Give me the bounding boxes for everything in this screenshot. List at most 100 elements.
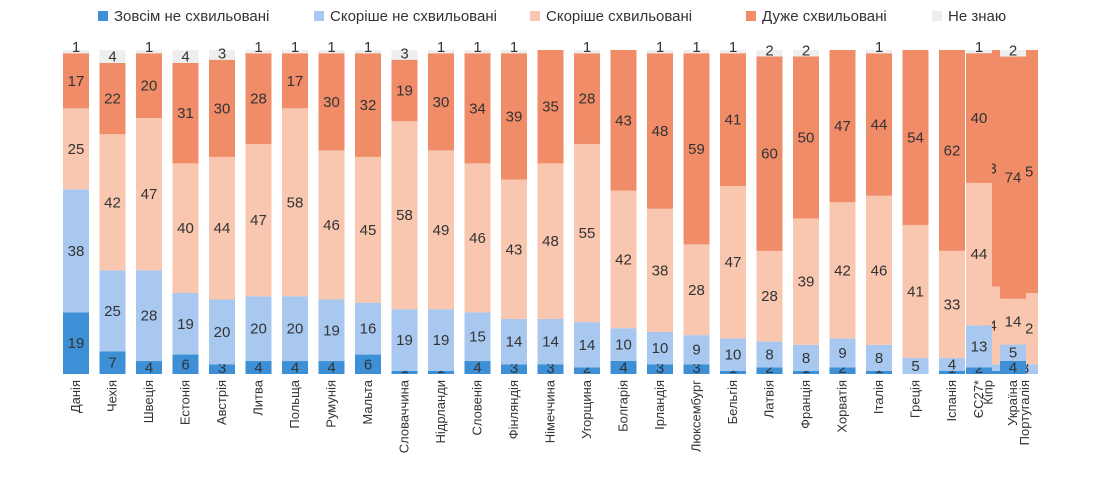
bar-segment — [464, 361, 491, 374]
bar-stack: 19 38 25 17 1 — [63, 39, 89, 374]
bar-segment — [647, 208, 673, 332]
bar-segment — [428, 150, 454, 310]
bar-segment — [683, 53, 710, 245]
data-label: 44 — [971, 246, 988, 263]
data-label: 3 — [218, 46, 226, 63]
bar-segment — [829, 338, 856, 368]
data-label: 4 — [619, 359, 627, 376]
bar-segment — [610, 328, 637, 361]
category-label: Болгарія — [616, 380, 631, 432]
bar-segment — [428, 309, 454, 371]
data-label: 17 — [68, 73, 85, 90]
data-label: 55 — [579, 225, 596, 242]
bar-segment — [793, 56, 819, 219]
category-label: Україна — [1005, 379, 1020, 426]
category-label: Данія — [68, 380, 83, 413]
category-label: Чехія — [105, 380, 120, 412]
data-label: 46 — [323, 217, 340, 234]
bar-stack: 4 20 47 28 1 — [245, 39, 272, 377]
data-label: 42 — [104, 194, 121, 211]
data-label: 34 — [469, 100, 486, 117]
legend-swatch — [98, 11, 108, 21]
data-label: 30 — [433, 94, 450, 111]
bar-stack: 39 28 59 1 — [683, 39, 710, 377]
data-label: 10 — [725, 347, 742, 364]
legend-item: Дуже схвильовані — [746, 8, 887, 25]
data-label: 54 — [907, 129, 924, 146]
bar-segment — [720, 370, 746, 374]
bar-segment — [209, 156, 235, 300]
bar-segment — [574, 322, 600, 368]
data-label: 19 — [177, 316, 194, 333]
data-label: 20 — [287, 321, 304, 338]
bar-segment — [966, 50, 992, 54]
category-label: Польща — [287, 379, 302, 428]
data-label: 58 — [396, 207, 413, 224]
bar-stack: 11949301 — [428, 39, 454, 377]
bar-stack: 3 14 43 39 1 — [501, 39, 527, 377]
data-label: 39 — [506, 108, 523, 125]
bar-segment — [683, 364, 710, 374]
bar-stack: 1846441 — [866, 39, 892, 377]
data-label: 47 — [834, 118, 851, 135]
bar-segment — [464, 312, 491, 362]
data-label: 48 — [542, 233, 559, 250]
bar-segment — [209, 299, 235, 365]
bar-stack: 143362 — [939, 50, 965, 377]
data-label: 43 — [615, 112, 632, 129]
data-label: 47 — [250, 212, 267, 229]
category-label: Греція — [908, 380, 923, 418]
category-label: Бельгія — [725, 380, 740, 424]
bar-segment — [939, 250, 965, 358]
data-label: 7 — [108, 355, 116, 372]
data-label: 17 — [287, 73, 304, 90]
legend-label: Зовсім не схвильовані — [114, 8, 269, 25]
category-label: Португалія — [1017, 380, 1032, 445]
data-label: 2 — [765, 42, 773, 59]
data-label: 1 — [510, 39, 518, 56]
data-label: 20 — [250, 321, 267, 338]
data-label: 8 — [765, 347, 773, 364]
data-label: 1 — [875, 39, 883, 56]
bar-segment — [318, 150, 345, 300]
data-label: 25 — [68, 141, 85, 158]
data-label: 28 — [761, 288, 778, 305]
bar-segment — [172, 62, 199, 164]
bar-segment — [683, 50, 710, 54]
category-label: Австрія — [214, 380, 229, 425]
data-label: 9 — [838, 345, 846, 362]
data-label: 28 — [688, 282, 705, 299]
bar-segment — [793, 370, 819, 374]
category-label: Німеччина — [543, 379, 558, 443]
bar-segment — [966, 367, 992, 374]
data-label: 3 — [546, 360, 554, 377]
bar-segment — [282, 296, 308, 362]
bar-segment — [966, 53, 992, 183]
legend-item: Не знаю — [932, 8, 1006, 25]
data-label: 19 — [396, 332, 413, 349]
bar-segment — [391, 370, 418, 374]
bar-segment — [902, 224, 929, 358]
data-label: 45 — [360, 222, 377, 239]
bar-segment — [829, 50, 856, 203]
data-label: 43 — [506, 241, 523, 258]
category-label: Словаччина — [397, 379, 412, 453]
bar-segment — [683, 244, 710, 336]
legend-label: Скоріше не схвильовані — [330, 8, 497, 25]
legend-label: Скоріше схвильовані — [546, 8, 692, 25]
bar-stack: 3 14 48 35 — [537, 50, 564, 377]
bar-segment — [245, 361, 272, 374]
bar-segment — [1000, 344, 1026, 361]
bar-segment — [501, 53, 527, 180]
bar-segment — [136, 270, 162, 362]
bar-stack: 6 19 40 31 4 — [172, 48, 199, 374]
bar-segment — [136, 53, 162, 119]
data-label: 1 — [656, 39, 664, 56]
legend-item: Скоріше не схвильовані — [314, 8, 497, 25]
category-label: Ірландія — [652, 380, 667, 430]
data-label: 25 — [104, 303, 121, 320]
category-label: Мальта — [360, 379, 375, 424]
data-label: 28 — [141, 308, 158, 325]
bar-segment — [464, 50, 491, 54]
